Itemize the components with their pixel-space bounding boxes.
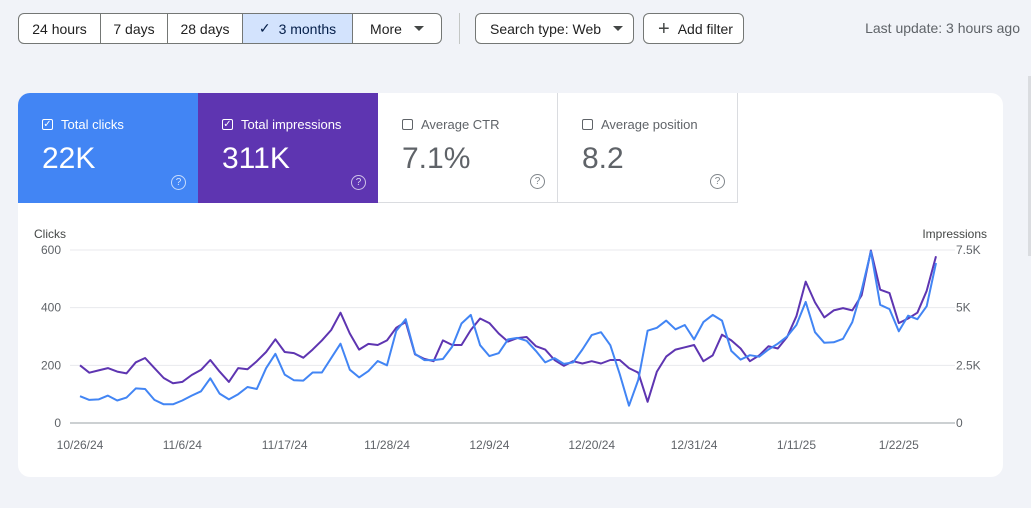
add-filter-button[interactable]: + Add filter — [643, 13, 744, 44]
date-range-selector: 24 hours 7 days 28 days ✓ 3 months More — [18, 13, 442, 44]
chart-ticks: 0 0 200 2.5K 400 5K 600 7.5K 10/26/24 11/6/24 11/1… — [41, 243, 981, 452]
metric-value: 8.2 — [582, 142, 624, 175]
metric-value: 22K — [42, 142, 96, 175]
metric-label: Average CTR — [421, 117, 500, 132]
right-tick-label: 7.5K — [956, 243, 981, 257]
x-tick-label: 12/9/24 — [469, 438, 509, 452]
help-icon[interactable]: ? — [171, 175, 186, 190]
performance-chart[interactable]: Clicks Impressions 0 0 200 2.5K 400 5K 600 7.5K… — [18, 93, 1003, 477]
clicks-series-line — [79, 250, 937, 407]
right-tick-label: 0 — [956, 416, 963, 430]
left-axis-title: Clicks — [34, 227, 66, 241]
right-axis-title: Impressions — [922, 227, 987, 241]
help-icon[interactable]: ? — [351, 175, 366, 190]
performance-card: ✓ Total clicks 22K ? ✓ Total impressions 3… — [18, 93, 1003, 477]
left-tick-label: 200 — [41, 358, 61, 372]
checkbox-checked-icon[interactable]: ✓ — [222, 118, 233, 130]
right-tick-label: 5K — [956, 301, 971, 315]
range-label: 3 months — [278, 20, 337, 37]
left-tick-label: 400 — [41, 301, 61, 315]
left-tick-label: 600 — [41, 243, 61, 257]
chart-grid — [70, 249, 955, 424]
metric-label: Average position — [601, 117, 698, 132]
plus-icon: + — [658, 17, 670, 40]
x-tick-label: 11/6/24 — [163, 438, 202, 452]
x-tick-label: 1/11/25 — [777, 438, 816, 452]
checkmark-icon: ✓ — [258, 20, 271, 36]
metric-average-position[interactable]: Average position 8.2 ? — [558, 93, 738, 203]
range-28-days-button[interactable]: 28 days — [168, 14, 243, 43]
metric-average-ctr[interactable]: Average CTR 7.1% ? — [378, 93, 558, 203]
toolbar-divider — [459, 13, 460, 44]
filter-toolbar: 24 hours 7 days 28 days ✓ 3 months More S… — [18, 13, 753, 44]
checkbox-checked-icon[interactable]: ✓ — [42, 118, 53, 130]
dropdown-arrow-icon — [413, 26, 424, 31]
range-24-hours-button[interactable]: 24 hours — [19, 14, 101, 43]
range-label: 28 days — [180, 20, 230, 37]
help-icon[interactable]: ? — [710, 174, 725, 189]
impressions-series-line — [79, 249, 937, 403]
left-tick-label: 0 — [54, 416, 61, 430]
range-more-dropdown[interactable]: More — [353, 14, 441, 43]
checkbox-unchecked-icon[interactable] — [402, 119, 413, 130]
chart-series — [79, 249, 937, 407]
checkbox-unchecked-icon[interactable] — [582, 119, 593, 130]
metric-label: Total impressions — [241, 117, 342, 132]
metric-value: 311K — [222, 142, 290, 175]
add-filter-label: Add filter — [677, 20, 733, 37]
range-label: More — [370, 20, 402, 37]
range-label: 7 days — [113, 20, 155, 37]
range-label: 24 hours — [32, 20, 87, 37]
x-tick-label: 12/31/24 — [671, 438, 718, 452]
metric-label: Total clicks — [61, 117, 124, 132]
x-tick-label: 11/17/24 — [262, 438, 308, 452]
metric-total-impressions[interactable]: ✓ Total impressions 311K ? — [198, 93, 378, 203]
page-scrollbar[interactable] — [1028, 76, 1031, 256]
x-tick-label: 1/22/25 — [879, 438, 919, 452]
metric-value: 7.1% — [402, 142, 471, 175]
right-tick-label: 2.5K — [956, 358, 981, 372]
dropdown-arrow-icon — [613, 26, 624, 31]
x-tick-label: 12/20/24 — [568, 438, 615, 452]
help-icon[interactable]: ? — [530, 174, 545, 189]
x-tick-label: 10/26/24 — [57, 438, 104, 452]
x-tick-label: 11/28/24 — [364, 438, 410, 452]
range-7-days-button[interactable]: 7 days — [101, 14, 168, 43]
range-3-months-button[interactable]: ✓ 3 months — [243, 14, 353, 43]
last-update-text: Last update: 3 hours ago — [865, 20, 1020, 36]
metric-total-clicks[interactable]: ✓ Total clicks 22K ? — [18, 93, 198, 203]
search-type-dropdown[interactable]: Search type: Web — [475, 13, 635, 44]
search-type-label: Search type: Web — [490, 20, 602, 37]
